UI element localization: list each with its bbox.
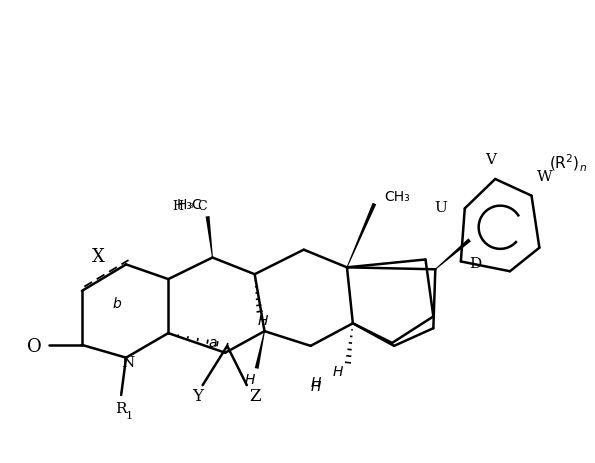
Text: V: V [485,153,496,167]
Text: H: H [245,373,255,387]
Text: H: H [173,200,184,213]
Polygon shape [255,331,265,369]
Text: CH₃: CH₃ [384,190,410,204]
Text: 1: 1 [126,411,133,421]
Text: N: N [121,356,134,369]
Text: D: D [469,257,481,271]
Text: U: U [434,201,447,215]
Text: H: H [333,365,343,379]
Text: R: R [115,402,127,416]
Text: W: W [537,170,552,184]
Text: X: X [92,248,105,266]
Text: (R$^2$)$_n$: (R$^2$)$_n$ [549,153,587,174]
Text: a: a [208,336,217,350]
Text: H: H [258,314,268,328]
Text: C: C [198,200,208,213]
Text: Z: Z [249,388,261,406]
Text: Y: Y [192,388,203,406]
Text: H₃C: H₃C [177,199,203,213]
Text: H: H [311,376,321,390]
Text: H: H [311,380,321,394]
Text: b: b [113,297,121,311]
Polygon shape [346,203,376,268]
Text: O: O [27,338,42,356]
Polygon shape [435,238,471,269]
Polygon shape [206,216,213,257]
Text: $_3$: $_3$ [188,201,194,212]
